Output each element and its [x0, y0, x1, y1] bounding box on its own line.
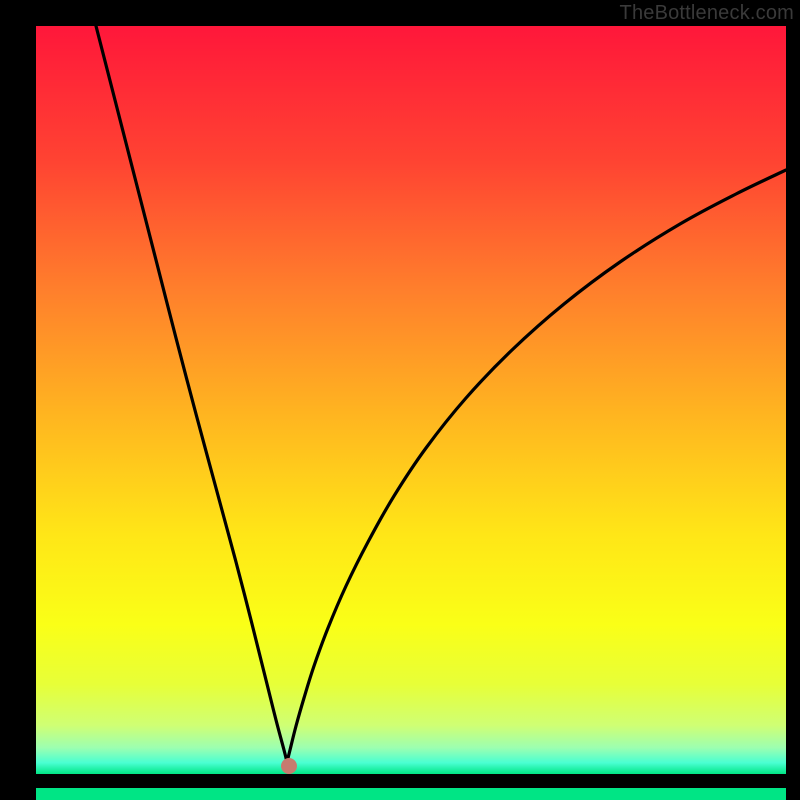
watermark-text: TheBottleneck.com	[620, 0, 800, 25]
plot-svg	[36, 26, 786, 774]
curve-left-branch	[96, 26, 287, 762]
chart-container: TheBottleneck.com	[0, 0, 800, 800]
plot-area	[36, 26, 786, 774]
frame-border-right	[786, 0, 800, 800]
baseline-band	[36, 788, 786, 800]
frame-border-left	[0, 0, 36, 800]
apex-marker	[281, 758, 297, 774]
curve-right-branch	[287, 170, 786, 762]
